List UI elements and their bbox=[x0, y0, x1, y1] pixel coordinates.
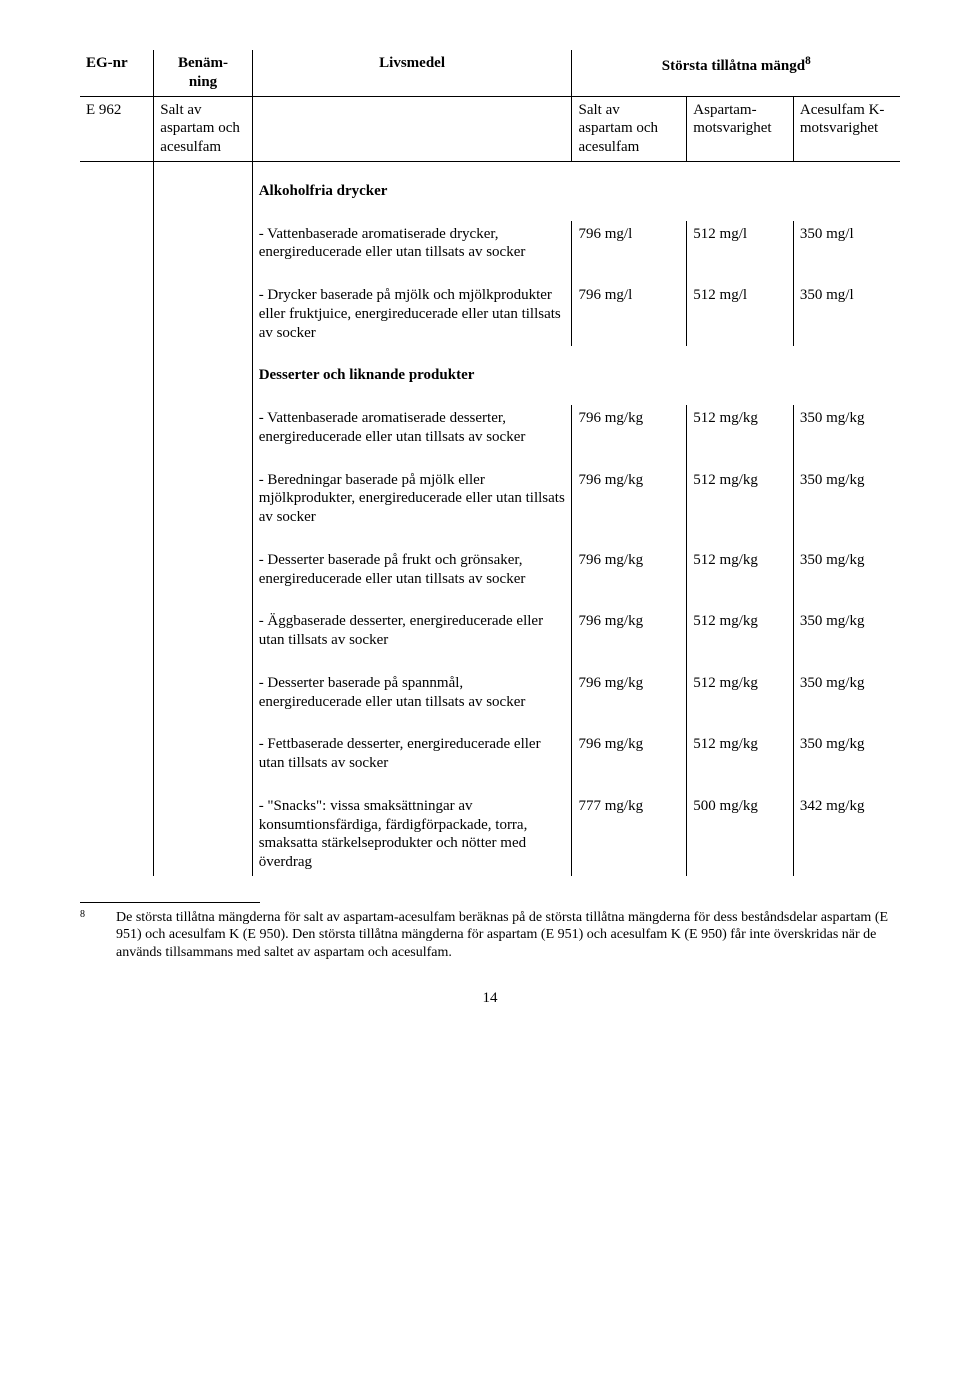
row-v1: 777 mg/kg bbox=[572, 793, 687, 876]
footnote-number: 8 bbox=[80, 909, 90, 962]
spacer-row bbox=[80, 161, 900, 178]
section-heading: Desserter och liknande produkter bbox=[252, 362, 572, 389]
table-subheader-row: E 962 Salt av aspartam och acesulfam Sal… bbox=[80, 96, 900, 161]
row-v2: 512 mg/kg bbox=[687, 405, 794, 451]
table-row: - Beredningar baserade på mjölk eller mj… bbox=[80, 467, 900, 531]
row-v1: 796 mg/kg bbox=[572, 608, 687, 654]
table-row: - Äggbaserade desserter, energireducerad… bbox=[80, 608, 900, 654]
row-v3: 350 mg/kg bbox=[793, 405, 900, 451]
row-v3: 350 mg/kg bbox=[793, 731, 900, 777]
row-v3: 350 mg/l bbox=[793, 221, 900, 267]
section-heading-row: Desserter och liknande produkter bbox=[80, 362, 900, 389]
row-label: - Beredningar baserade på mjölk eller mj… bbox=[252, 467, 572, 531]
hdr-eg-nr: EG-nr bbox=[80, 50, 154, 96]
row-v1: 796 mg/l bbox=[572, 221, 687, 267]
row-v1: 796 mg/kg bbox=[572, 731, 687, 777]
row-label: - Desserter baserade på spannmål, energi… bbox=[252, 670, 572, 716]
row-v2: 512 mg/kg bbox=[687, 608, 794, 654]
table-header-row: EG-nr Benäm- ning Livsmedel Största till… bbox=[80, 50, 900, 96]
sub-benamning: Salt av aspartam och acesulfam bbox=[154, 96, 252, 161]
row-v3: 350 mg/kg bbox=[793, 547, 900, 593]
section-heading-row: Alkoholfria drycker bbox=[80, 178, 900, 205]
sub-c1: Salt av aspartam och acesulfam bbox=[572, 96, 687, 161]
row-v3: 350 mg/l bbox=[793, 282, 900, 346]
row-label: - Drycker baserade på mjölk och mjölkpro… bbox=[252, 282, 572, 346]
row-label: - Vattenbaserade aromatiserade drycker, … bbox=[252, 221, 572, 267]
sub-livsmedel-blank bbox=[252, 96, 572, 161]
row-v3: 350 mg/kg bbox=[793, 467, 900, 531]
table-row: - "Snacks": vissa smaksättningar av kons… bbox=[80, 793, 900, 876]
table-row: - Drycker baserade på mjölk och mjölkpro… bbox=[80, 282, 900, 346]
row-v2: 512 mg/l bbox=[687, 221, 794, 267]
footnote-separator bbox=[80, 902, 260, 903]
row-v1: 796 mg/kg bbox=[572, 547, 687, 593]
table-row: - Fettbaserade desserter, energireducera… bbox=[80, 731, 900, 777]
row-label: - Desserter baserade på frukt och grönsa… bbox=[252, 547, 572, 593]
hdr-benamning: Benäm- ning bbox=[154, 50, 252, 96]
sub-eg-nr: E 962 bbox=[80, 96, 154, 161]
footnote-text: De största tillåtna mängderna för salt a… bbox=[116, 909, 900, 962]
row-v3: 350 mg/kg bbox=[793, 670, 900, 716]
hdr-storsta: Största tillåtna mängd8 bbox=[572, 50, 900, 96]
footnote: 8 De största tillåtna mängderna för salt… bbox=[80, 909, 900, 962]
row-v1: 796 mg/kg bbox=[572, 670, 687, 716]
table-row: - Desserter baserade på spannmål, energi… bbox=[80, 670, 900, 716]
row-label: - Vattenbaserade aromatiserade desserter… bbox=[252, 405, 572, 451]
row-v1: 796 mg/kg bbox=[572, 405, 687, 451]
row-v1: 796 mg/l bbox=[572, 282, 687, 346]
row-v2: 512 mg/kg bbox=[687, 547, 794, 593]
row-v3: 342 mg/kg bbox=[793, 793, 900, 876]
regulation-table: EG-nr Benäm- ning Livsmedel Största till… bbox=[80, 50, 900, 876]
row-v2: 512 mg/kg bbox=[687, 731, 794, 777]
row-v2: 512 mg/kg bbox=[687, 467, 794, 531]
table-row: - Vattenbaserade aromatiserade drycker, … bbox=[80, 221, 900, 267]
sub-c3: Acesulfam K- motsvarighet bbox=[793, 96, 900, 161]
page-number: 14 bbox=[80, 989, 900, 1008]
row-v2: 512 mg/kg bbox=[687, 670, 794, 716]
table-row: - Vattenbaserade aromatiserade desserter… bbox=[80, 405, 900, 451]
row-label: - Äggbaserade desserter, energireducerad… bbox=[252, 608, 572, 654]
row-v2: 500 mg/kg bbox=[687, 793, 794, 876]
row-v3: 350 mg/kg bbox=[793, 608, 900, 654]
row-label: - "Snacks": vissa smaksättningar av kons… bbox=[252, 793, 572, 876]
sub-c2: Aspartam- motsvarighet bbox=[687, 96, 794, 161]
row-v2: 512 mg/l bbox=[687, 282, 794, 346]
section-heading: Alkoholfria drycker bbox=[252, 178, 572, 205]
row-label: - Fettbaserade desserter, energireducera… bbox=[252, 731, 572, 777]
table-row: - Desserter baserade på frukt och grönsa… bbox=[80, 547, 900, 593]
row-v1: 796 mg/kg bbox=[572, 467, 687, 531]
hdr-livsmedel: Livsmedel bbox=[252, 50, 572, 96]
